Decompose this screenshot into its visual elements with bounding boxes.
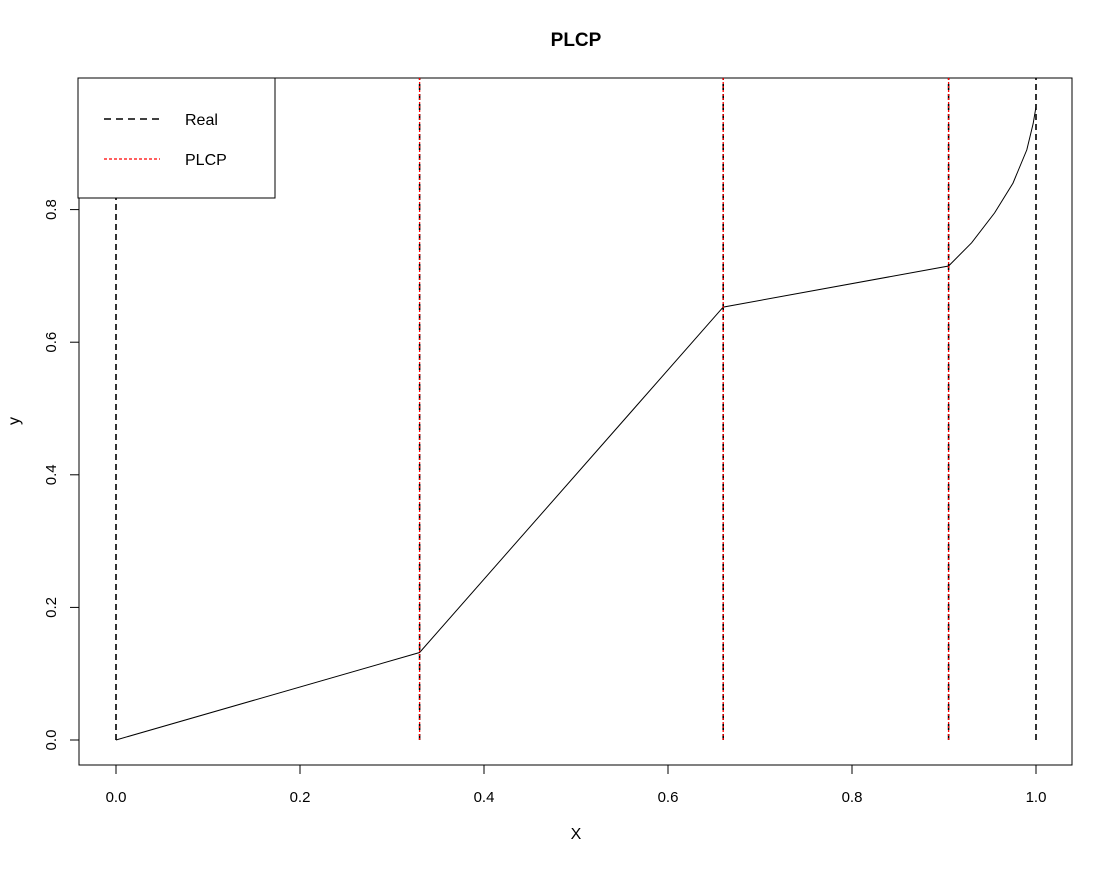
- x-tick-label: 0.8: [842, 789, 863, 806]
- x-axis-label: X: [571, 826, 582, 843]
- legend-label-plcp: PLCP: [185, 152, 227, 169]
- y-tick-label: 0.4: [43, 464, 60, 485]
- y-tick-label: 0.8: [43, 199, 60, 220]
- data-curve: [115, 106, 1037, 741]
- x-tick-label: 0.2: [290, 789, 311, 806]
- x-tick-label: 1.0: [1026, 789, 1047, 806]
- y-tick-label: 0.2: [43, 597, 60, 618]
- chart-title: PLCP: [551, 30, 602, 51]
- x-tick-label: 0.4: [474, 789, 495, 806]
- x-tick-label: 0.0: [106, 789, 127, 806]
- y-tick-label: 0.6: [43, 332, 60, 353]
- y-axis-label: y: [6, 417, 23, 425]
- y-tick-label: 0.0: [43, 730, 60, 751]
- legend-box: [77, 77, 276, 199]
- plot-frame: [78, 77, 1073, 766]
- legend: Real PLCP: [77, 77, 276, 199]
- legend-label-real: Real: [185, 112, 218, 129]
- x-tick-label: 0.6: [658, 789, 679, 806]
